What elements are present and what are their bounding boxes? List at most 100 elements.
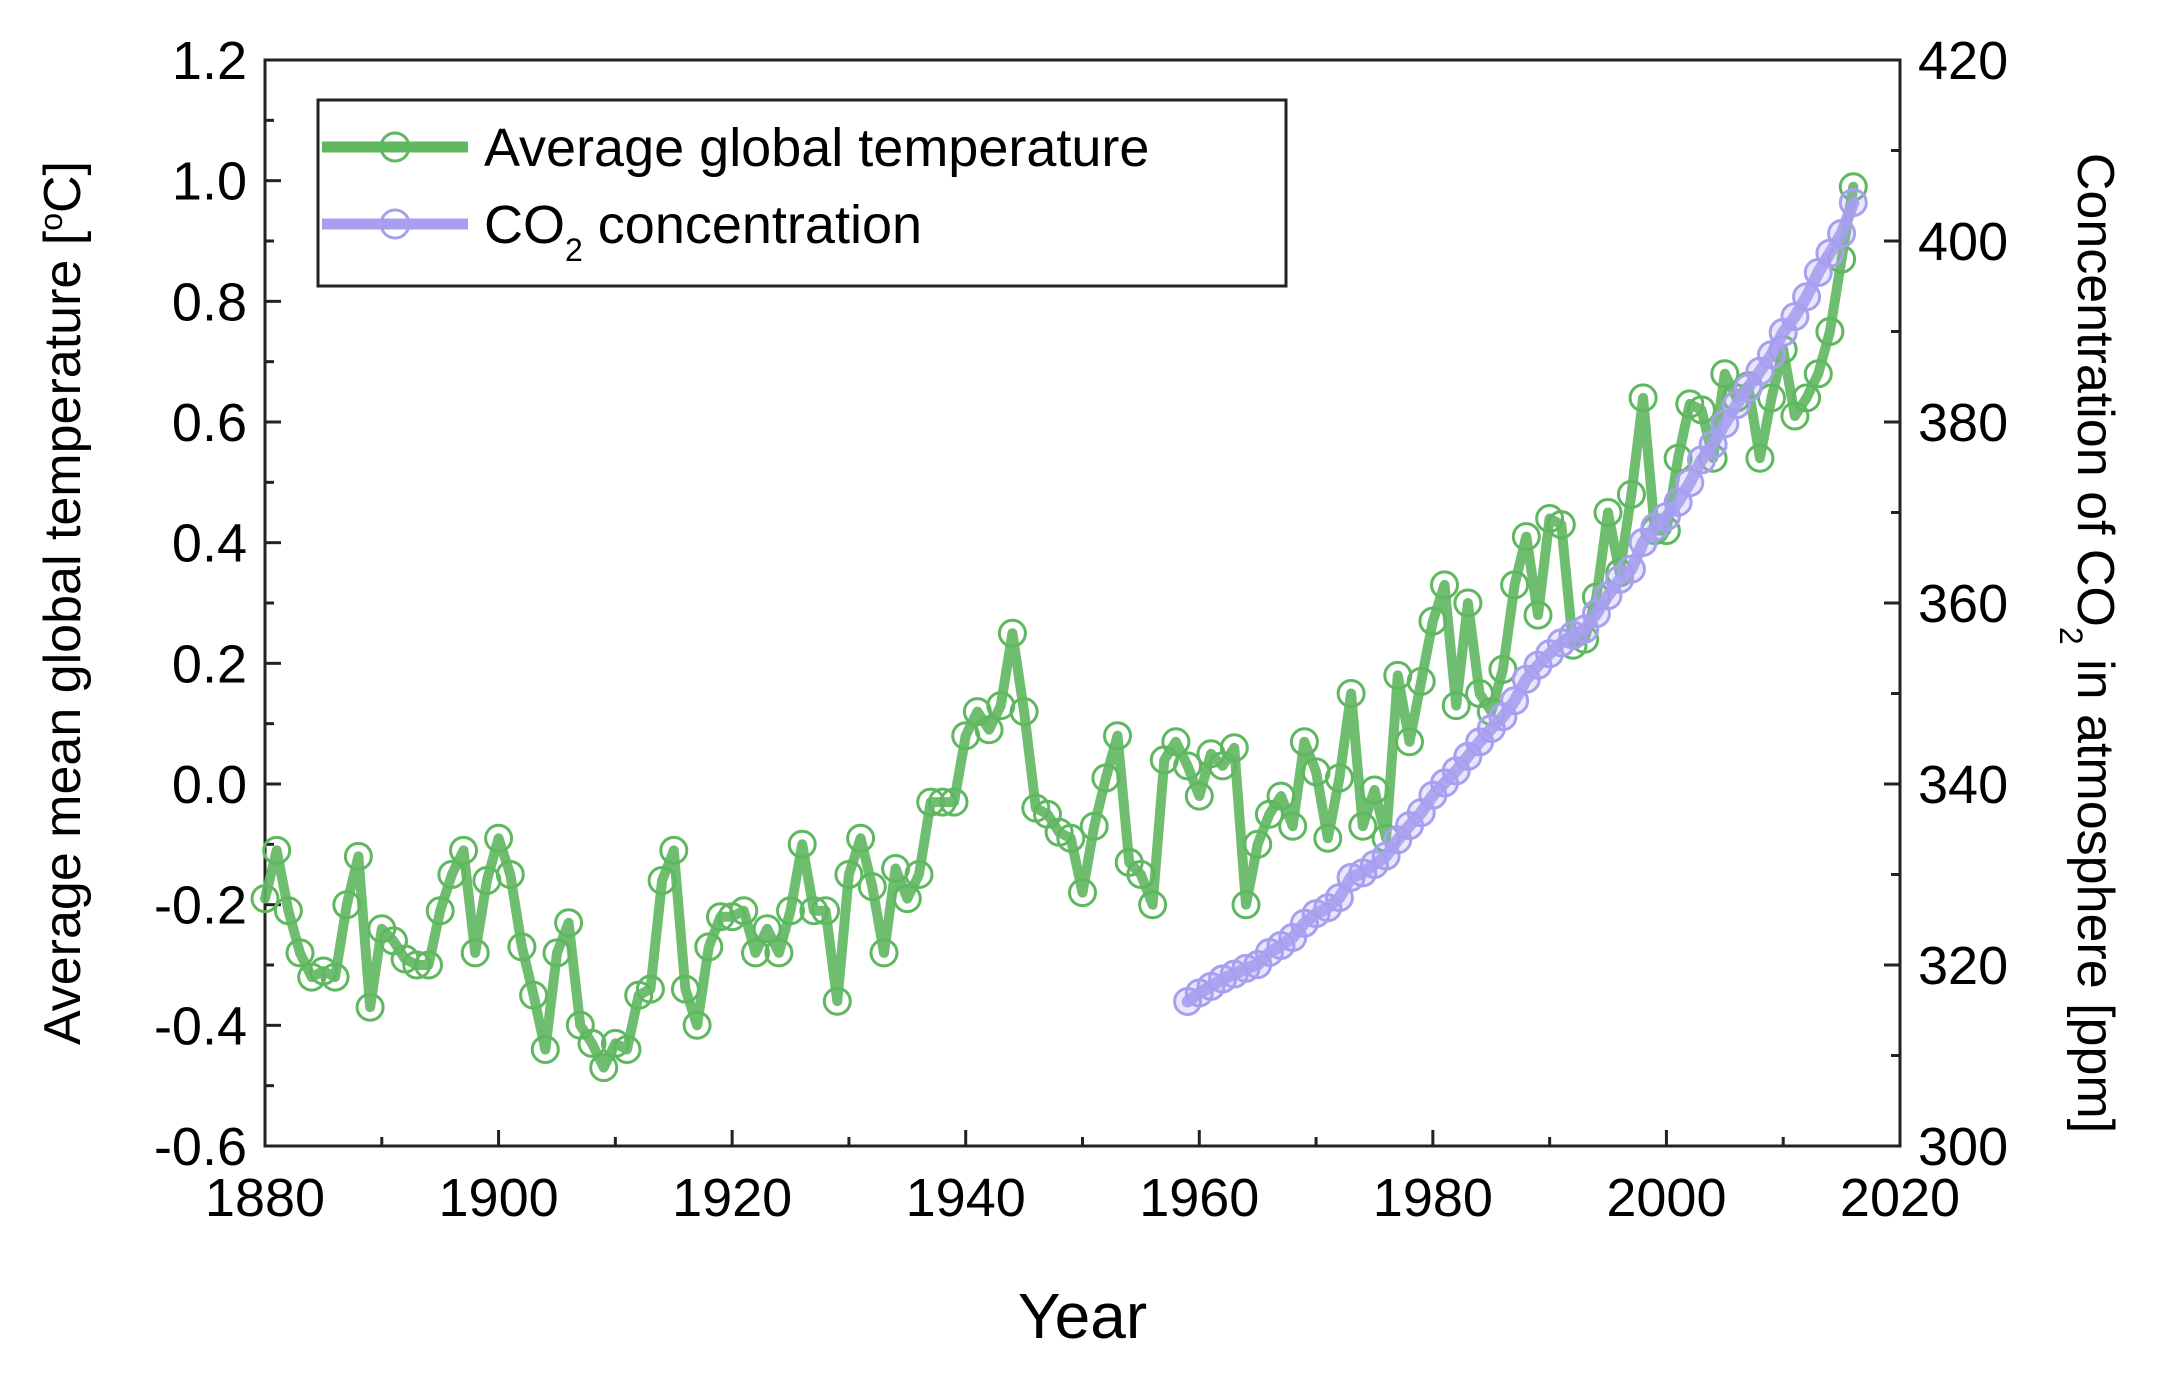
data-point-temperature (776, 896, 805, 926)
data-point-temperature (612, 1035, 642, 1064)
data-point-temperature (1803, 359, 1833, 389)
data-point-temperature (974, 715, 1004, 745)
data-point-temperature (764, 938, 794, 968)
data-point-temperature (1336, 679, 1366, 708)
series-line-co2 (1181, 196, 1860, 1008)
data-point-temperature (1348, 811, 1378, 841)
y-tick-label: 0.8 (172, 272, 247, 332)
data-point-temperature (332, 890, 362, 920)
y-tick-label: 1.2 (172, 31, 247, 91)
y-axis-title-main: Average mean global temperature [ (34, 230, 92, 1045)
data-point-temperature (262, 835, 292, 865)
y-tick-label: -0.6 (154, 1117, 247, 1177)
data-point-temperature (904, 860, 934, 889)
y2-tick-label: 320 (1918, 936, 2008, 996)
data-point-temperature (892, 884, 922, 914)
data-point-temperature (1511, 522, 1541, 552)
data-point-temperature (1068, 878, 1097, 908)
data-point-co2 (1792, 282, 1822, 312)
legend-label-co2: CO2 concentration (484, 195, 922, 268)
data-point-temperature (1009, 697, 1039, 727)
data-point-temperature (1395, 727, 1424, 757)
series-temperature (250, 172, 1868, 1083)
data-point-temperature (811, 896, 841, 926)
data-point-temperature (484, 823, 514, 853)
data-point-temperature (1103, 721, 1132, 751)
y-tick-label: 1.0 (172, 152, 247, 212)
data-point-temperature (1161, 727, 1191, 757)
data-point-temperature (822, 986, 852, 1016)
series-co2 (1173, 188, 1868, 1016)
data-point-temperature (1173, 751, 1203, 781)
data-point-temperature (320, 962, 350, 992)
data-point-temperature (752, 914, 782, 944)
data-point-temperature (425, 896, 455, 926)
data-point-temperature (1546, 510, 1576, 540)
data-point-temperature (670, 974, 700, 1004)
y2-axis-title-pre: Concentration of CO (2066, 153, 2124, 627)
data-point-temperature (1231, 890, 1261, 920)
y2-tick-label: 300 (1918, 1117, 2008, 1177)
x-tick-label: 1960 (1139, 1168, 1259, 1228)
y-tick-label: 0.6 (172, 393, 247, 453)
data-point-temperature (1593, 498, 1623, 527)
data-point-co2 (1838, 188, 1868, 218)
data-point-temperature (542, 938, 572, 968)
data-point-temperature (449, 835, 478, 865)
data-point-temperature (1243, 829, 1273, 859)
data-point-temperature (647, 866, 677, 895)
data-point-temperature (927, 787, 957, 817)
data-point-temperature (659, 835, 689, 865)
legend-label-temperature: Average global temperature (484, 118, 1149, 178)
data-point-temperature (1663, 443, 1693, 473)
x-tick-label: 1940 (906, 1168, 1026, 1228)
x-tick-label: 1900 (439, 1168, 559, 1228)
data-point-temperature (460, 938, 490, 968)
data-point-temperature (1406, 666, 1436, 696)
data-point-temperature (635, 974, 665, 1004)
data-point-co2 (1616, 554, 1646, 584)
data-point-temperature (1184, 781, 1214, 811)
y-axis-title: Average mean global temperature [oC] (33, 161, 92, 1045)
data-point-temperature (414, 950, 443, 980)
data-point-temperature (1687, 395, 1716, 425)
series-line-temperature (260, 181, 1859, 1073)
y-axis-left: -0.6 -0.4 -0.2 0.0 0.2 0.4 0.6 0.8 1.0 1.2 (154, 31, 281, 1177)
data-point-temperature (799, 896, 829, 926)
data-point-temperature (250, 884, 280, 914)
x-axis-title: Year (1018, 1280, 1147, 1352)
data-point-temperature (402, 950, 432, 980)
data-point-temperature (1138, 890, 1168, 920)
data-point-temperature (1289, 727, 1319, 757)
legend-marker-co2 (379, 208, 411, 240)
data-point-temperature (1219, 733, 1249, 763)
y2-axis-title: Concentration of CO2 in atmosphere [ppm] (2053, 153, 2124, 1133)
x-tick-label: 1920 (672, 1168, 792, 1228)
x-tick-label: 2020 (1840, 1168, 1960, 1228)
data-point-temperature (577, 1028, 607, 1058)
data-point-temperature (1523, 600, 1553, 630)
data-point-temperature (1710, 359, 1740, 389)
data-point-temperature (694, 932, 724, 962)
x-tick-label: 1880 (205, 1168, 325, 1228)
data-point-temperature (519, 980, 549, 1010)
data-point-temperature (355, 992, 385, 1022)
y2-tick-label: 360 (1918, 574, 2008, 634)
data-point-temperature (1278, 811, 1308, 841)
y-tick-label: -0.4 (154, 996, 247, 1056)
data-point-temperature (285, 938, 315, 968)
data-point-temperature (507, 932, 537, 962)
y2-tick-label: 420 (1918, 31, 2008, 91)
data-point-temperature (939, 787, 969, 817)
y-tick-label: 0.2 (172, 634, 247, 694)
data-point-temperature (1500, 570, 1530, 600)
data-point-temperature (530, 1035, 560, 1064)
data-point-temperature (554, 908, 584, 938)
y2-axis-title-post: in atmosphere [ppm] (2066, 645, 2124, 1133)
y-axis-title-sup: o (33, 213, 69, 231)
y2-axis-title-sub: 2 (2053, 627, 2089, 645)
legend-label-co2-post: concentration (583, 195, 922, 255)
legend-marker-temperature (379, 131, 411, 163)
y-tick-label: 0.4 (172, 514, 247, 574)
